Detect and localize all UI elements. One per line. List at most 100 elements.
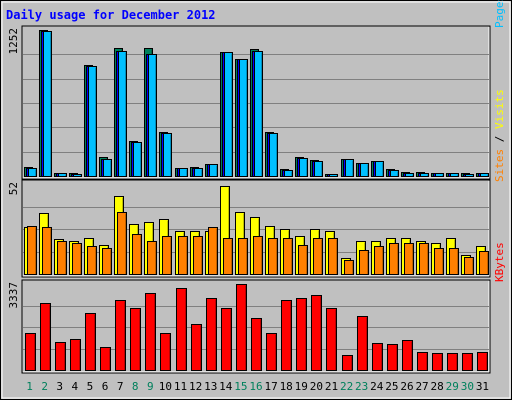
bar-pages-day-6	[103, 159, 112, 177]
panel-visits-sites: 52 Sites / Visits	[7, 89, 506, 278]
day-label-9: 9	[147, 380, 154, 393]
day-label-30: 30	[461, 380, 474, 393]
bar-pages-day-31	[480, 173, 489, 177]
bar-kbytes-day-15	[236, 284, 247, 371]
bar-pages-day-12	[194, 168, 203, 177]
day-label-3: 3	[56, 380, 63, 393]
bar-kbytes-day-22	[342, 355, 353, 371]
day-label-10: 10	[159, 380, 172, 393]
day-label-23: 23	[355, 380, 368, 393]
bar-sites-day-31	[479, 251, 489, 275]
chart-title: Daily usage for December 2012	[6, 8, 216, 22]
bar-kbytes-day-1	[25, 333, 36, 371]
day-label-29: 29	[446, 380, 459, 393]
bar-sites-day-6	[102, 248, 112, 275]
bar-pages-day-15	[239, 59, 248, 177]
bar-pages-day-21	[329, 174, 338, 177]
panel-kbytes: 3337 KBytes	[7, 242, 506, 374]
y-max-label: 3337	[7, 282, 20, 309]
day-label-4: 4	[72, 380, 79, 393]
day-label-25: 25	[385, 380, 398, 393]
bar-pages-day-24	[375, 161, 384, 177]
bar-kbytes-day-13	[206, 298, 217, 371]
bar-kbytes-day-5	[85, 313, 96, 371]
day-label-11: 11	[174, 380, 187, 393]
bar-sites-day-13	[208, 227, 218, 275]
bar-pages-day-5	[88, 66, 97, 177]
legend-entry: KBytes	[493, 242, 506, 282]
legend-entry: Sites	[493, 149, 506, 182]
bar-kbytes-day-2	[40, 303, 51, 371]
bar-pages-day-30	[465, 174, 474, 177]
day-label-22: 22	[340, 380, 353, 393]
panel-legend: Pages / Files / Hits	[493, 0, 506, 28]
bar-pages-day-11	[179, 168, 188, 177]
bar-sites-day-29	[449, 248, 459, 275]
bar-sites-day-18	[283, 238, 293, 275]
bar-sites-day-7	[117, 212, 127, 275]
bar-pages-day-8	[133, 142, 142, 177]
day-label-14: 14	[219, 380, 233, 393]
bar-kbytes-day-24	[372, 343, 383, 371]
bar-sites-day-16	[253, 236, 263, 275]
bar-pages-day-23	[360, 163, 369, 177]
day-axis-labels: 1 2 3 4 5 6 7 8 9 10 11 12 13 14 15 16 17 18 19 20 21 22 23 24 2…	[26, 380, 489, 393]
bar-sites-day-21	[328, 238, 338, 275]
day-label-19: 19	[295, 380, 308, 393]
bar-pages-day-26	[405, 173, 414, 177]
bar-pages-day-25	[390, 170, 399, 177]
bar-sites-day-10	[162, 236, 172, 275]
bar-kbytes-day-6	[100, 347, 111, 371]
bar-pages-day-16	[254, 51, 263, 177]
bar-pages-day-7	[118, 51, 127, 177]
chart-panels: 1252 Pages / Files / Hits 52 Sites / Visits…	[7, 0, 506, 374]
panel-legend: KBytes	[493, 242, 506, 282]
bar-sites-day-8	[132, 234, 142, 275]
day-label-17: 17	[264, 380, 277, 393]
bar-kbytes-day-29	[447, 353, 458, 371]
day-label-21: 21	[325, 380, 338, 393]
bar-sites-day-24	[374, 246, 384, 275]
bar-pages-day-28	[435, 173, 444, 177]
bar-kbytes-day-25	[387, 344, 398, 371]
bar-sites-day-12	[193, 236, 203, 275]
day-label-16: 16	[249, 380, 262, 393]
bar-pages-day-17	[269, 133, 278, 177]
bar-sites-day-9	[147, 241, 157, 275]
bar-kbytes-day-31	[477, 352, 488, 371]
legend-entry: Pages	[493, 0, 506, 28]
day-label-8: 8	[132, 380, 139, 393]
day-label-6: 6	[102, 380, 109, 393]
bar-pages-day-22	[345, 159, 354, 177]
bar-sites-day-28	[434, 248, 444, 275]
bar-sites-day-14	[223, 238, 233, 275]
bar-kbytes-day-4	[70, 339, 81, 371]
bar-kbytes-day-12	[191, 324, 202, 371]
bar-sites-day-25	[389, 243, 399, 275]
bar-pages-day-9	[148, 54, 157, 177]
bar-kbytes-day-10	[160, 333, 171, 371]
bar-sites-day-20	[313, 238, 323, 275]
bar-pages-day-20	[314, 161, 323, 177]
bar-kbytes-day-27	[417, 352, 428, 371]
bar-sites-day-1	[27, 226, 37, 275]
bar-pages-day-2	[43, 31, 52, 177]
bar-pages-day-10	[163, 133, 172, 177]
bar-sites-day-5	[87, 246, 97, 275]
bar-kbytes-day-11	[176, 288, 187, 371]
bar-sites-day-22	[344, 260, 354, 275]
day-label-26: 26	[400, 380, 413, 393]
panel-legend: Sites / Visits	[493, 89, 506, 182]
bar-pages-day-18	[284, 170, 293, 177]
bar-sites-day-15	[238, 238, 248, 275]
day-label-24: 24	[370, 380, 384, 393]
bar-sites-day-2	[42, 227, 52, 275]
bar-sites-day-30	[464, 257, 474, 275]
bar-kbytes-day-30	[462, 353, 473, 371]
bar-kbytes-day-19	[296, 298, 307, 371]
bar-sites-day-3	[57, 241, 67, 275]
day-label-28: 28	[431, 380, 444, 393]
bar-sites-day-26	[404, 243, 414, 275]
day-label-1: 1	[26, 380, 33, 393]
